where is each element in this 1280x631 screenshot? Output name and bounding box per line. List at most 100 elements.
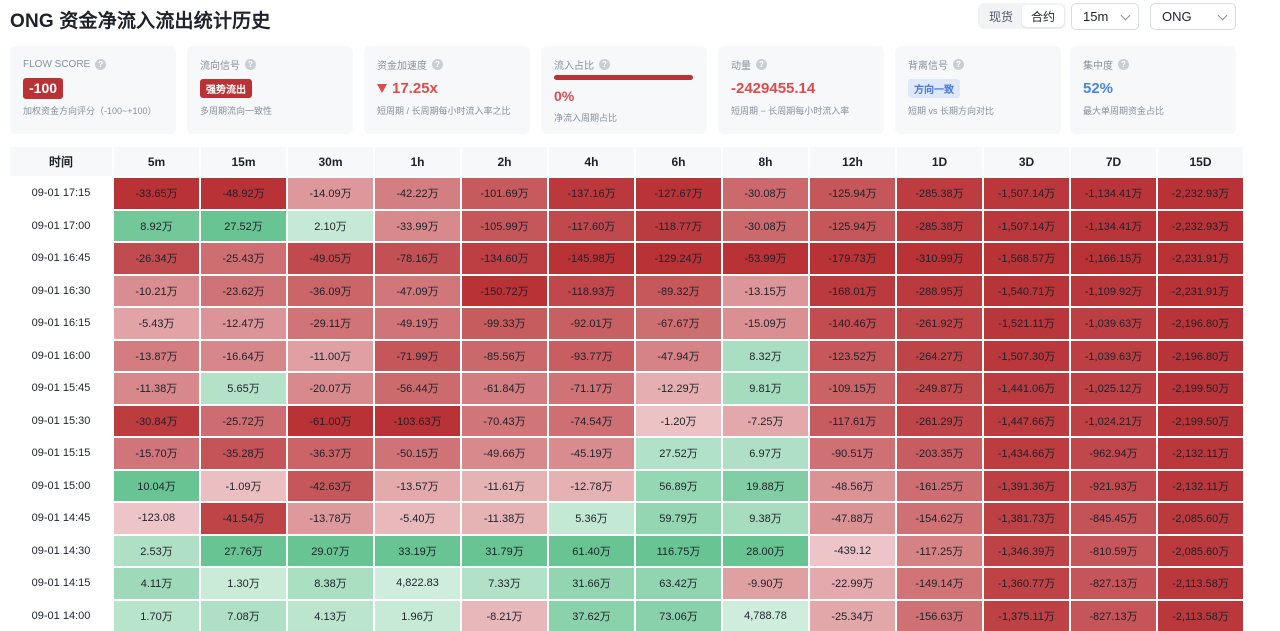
flow-cell: -11.38万 — [462, 503, 547, 534]
column-header[interactable]: 7D — [1071, 147, 1156, 176]
flow-cell: -2,113.58万 — [1158, 600, 1243, 631]
flow-cell: -11.00万 — [288, 340, 373, 371]
time-cell: 09-01 14:30 — [10, 535, 112, 566]
flow-cell: -1,039.63万 — [1071, 340, 1156, 371]
symbol-select[interactable]: ONG — [1150, 3, 1236, 30]
spot-tab[interactable]: 现货 — [988, 9, 1013, 24]
flow-cell: 31.79万 — [462, 535, 547, 566]
flow-cell: -22.99万 — [810, 568, 895, 599]
flow-cell: 27.52万 — [636, 438, 721, 469]
flow-cell: -168.01万 — [810, 275, 895, 306]
flow-cell: -264.27万 — [897, 340, 982, 371]
flow-cell: -48.92万 — [201, 178, 286, 209]
card-desc: 短周期 / 长周期每小时流入率之比 — [377, 106, 511, 116]
column-header[interactable]: 8h — [723, 147, 808, 176]
flow-cell: -99.33万 — [462, 308, 547, 339]
flow-cell: -118.77万 — [636, 210, 721, 241]
time-cell: 09-01 15:45 — [10, 373, 112, 404]
flow-cell: -1,134.41万 — [1071, 210, 1156, 241]
column-header[interactable]: 30m — [288, 147, 373, 176]
flow-cell: -7.25万 — [723, 405, 808, 436]
flow-cell: -161.25万 — [897, 470, 982, 501]
column-header[interactable]: 12h — [810, 147, 895, 176]
flow-cell: -125.94万 — [810, 178, 895, 209]
flow-score-value: -100 — [23, 77, 64, 99]
help-icon[interactable]: ? — [95, 58, 107, 70]
flow-cell: -25.72万 — [201, 405, 286, 436]
flow-cell: -1,447.66万 — [984, 405, 1069, 436]
flow-cell: -92.01万 — [549, 308, 634, 339]
card-acceleration: 资金加速度? 17.25x 短周期 / 长周期每小时流入率之比 — [364, 46, 530, 134]
flow-cell: 33.19万 — [375, 535, 460, 566]
flow-cell: -30.08万 — [723, 210, 808, 241]
column-header[interactable]: 2h — [462, 147, 547, 176]
column-header[interactable]: 15D — [1158, 147, 1243, 176]
flow-cell: 27.52万 — [201, 210, 286, 241]
flow-cell: -1,521.11万 — [984, 308, 1069, 339]
flow-cell: -42.63万 — [288, 470, 373, 501]
flow-cell: -127.67万 — [636, 178, 721, 209]
table-row: 09-01 16:15 -5.43万 -12.47万 -29.11万 -49.19万 -9… — [10, 308, 1243, 339]
flow-cell: 7.33万 — [462, 568, 547, 599]
flow-cell: 8.32万 — [723, 340, 808, 371]
card-label: FLOW SCORE — [23, 58, 91, 70]
column-header[interactable]: 5m — [114, 147, 199, 176]
help-icon[interactable]: ? — [1118, 58, 1129, 70]
down-triangle-icon — [377, 83, 387, 93]
flow-cell: -1,360.77万 — [984, 568, 1069, 599]
flow-cell: 59.79万 — [636, 503, 721, 534]
flow-cell: 29.07万 — [288, 535, 373, 566]
flow-cell: -15.09万 — [723, 308, 808, 339]
card-concentration: 集中度? 52% 最大单周期资金占比 — [1070, 46, 1236, 134]
column-header[interactable]: 1D — [897, 147, 982, 176]
flow-cell: 8.92万 — [114, 210, 199, 241]
flow-cell: 4,788.78 — [723, 600, 808, 631]
column-header[interactable]: 4h — [549, 147, 634, 176]
flow-cell: -1.09万 — [201, 470, 286, 501]
flow-cell: -25.34万 — [810, 600, 895, 631]
flow-cell: -61.84万 — [462, 373, 547, 404]
flow-cell: -1,391.36万 — [984, 470, 1069, 501]
futures-tab[interactable]: 合约 — [1022, 5, 1064, 27]
flow-cell: -93.77万 — [549, 340, 634, 371]
flow-cell: 5.65万 — [201, 373, 286, 404]
flow-cell: -2,199.50万 — [1158, 373, 1243, 404]
help-icon[interactable]: ? — [245, 58, 256, 70]
card-label: 资金加速度 — [377, 60, 427, 72]
flow-cell: -810.59万 — [1071, 535, 1156, 566]
column-header[interactable]: 1h — [375, 147, 460, 176]
flow-cell: -42.22万 — [375, 178, 460, 209]
flow-cell: -117.60万 — [549, 210, 634, 241]
flow-cell: -47.94万 — [636, 340, 721, 371]
chevron-down-icon — [1217, 10, 1228, 21]
flow-cell: -12.47万 — [201, 308, 286, 339]
help-icon[interactable]: ? — [432, 58, 443, 70]
flow-cell: -261.92万 — [897, 308, 982, 339]
column-header[interactable]: 15m — [201, 147, 286, 176]
flow-cell: -1,434.66万 — [984, 438, 1069, 469]
page-title: ONG 资金净流入流出统计历史 — [10, 11, 271, 32]
column-header[interactable]: 3D — [984, 147, 1069, 176]
flow-cell: 4,822.83 — [375, 568, 460, 599]
flow-cell: -23.62万 — [201, 275, 286, 306]
flow-cell: -71.17万 — [549, 373, 634, 404]
column-header[interactable]: 6h — [636, 147, 721, 176]
flow-cell: -2,199.50万 — [1158, 405, 1243, 436]
help-icon[interactable]: ? — [599, 58, 610, 70]
card-divergence: 背离信号? 方向一致 短期 vs 长期方向对比 — [895, 46, 1061, 134]
help-icon[interactable]: ? — [953, 58, 964, 70]
flow-cell: -30.08万 — [723, 178, 808, 209]
flow-cell: -45.19万 — [549, 438, 634, 469]
flow-cell: -2,113.58万 — [1158, 568, 1243, 599]
flow-cell: -285.38万 — [897, 178, 982, 209]
market-toggle: 现货 合约 — [978, 3, 1066, 29]
flow-cell: -25.43万 — [201, 243, 286, 274]
flow-cell: -13.87万 — [114, 340, 199, 371]
flow-cell: -118.93万 — [549, 275, 634, 306]
column-header[interactable]: 时间 — [10, 147, 112, 176]
help-icon[interactable]: ? — [756, 58, 767, 70]
interval-select[interactable]: 15m — [1071, 3, 1139, 30]
flow-cell: -49.66万 — [462, 438, 547, 469]
flow-cell: -1,540.71万 — [984, 275, 1069, 306]
table-row: 09-01 16:00 -13.87万 -16.64万 -11.00万 -71.99万 -… — [10, 340, 1243, 371]
